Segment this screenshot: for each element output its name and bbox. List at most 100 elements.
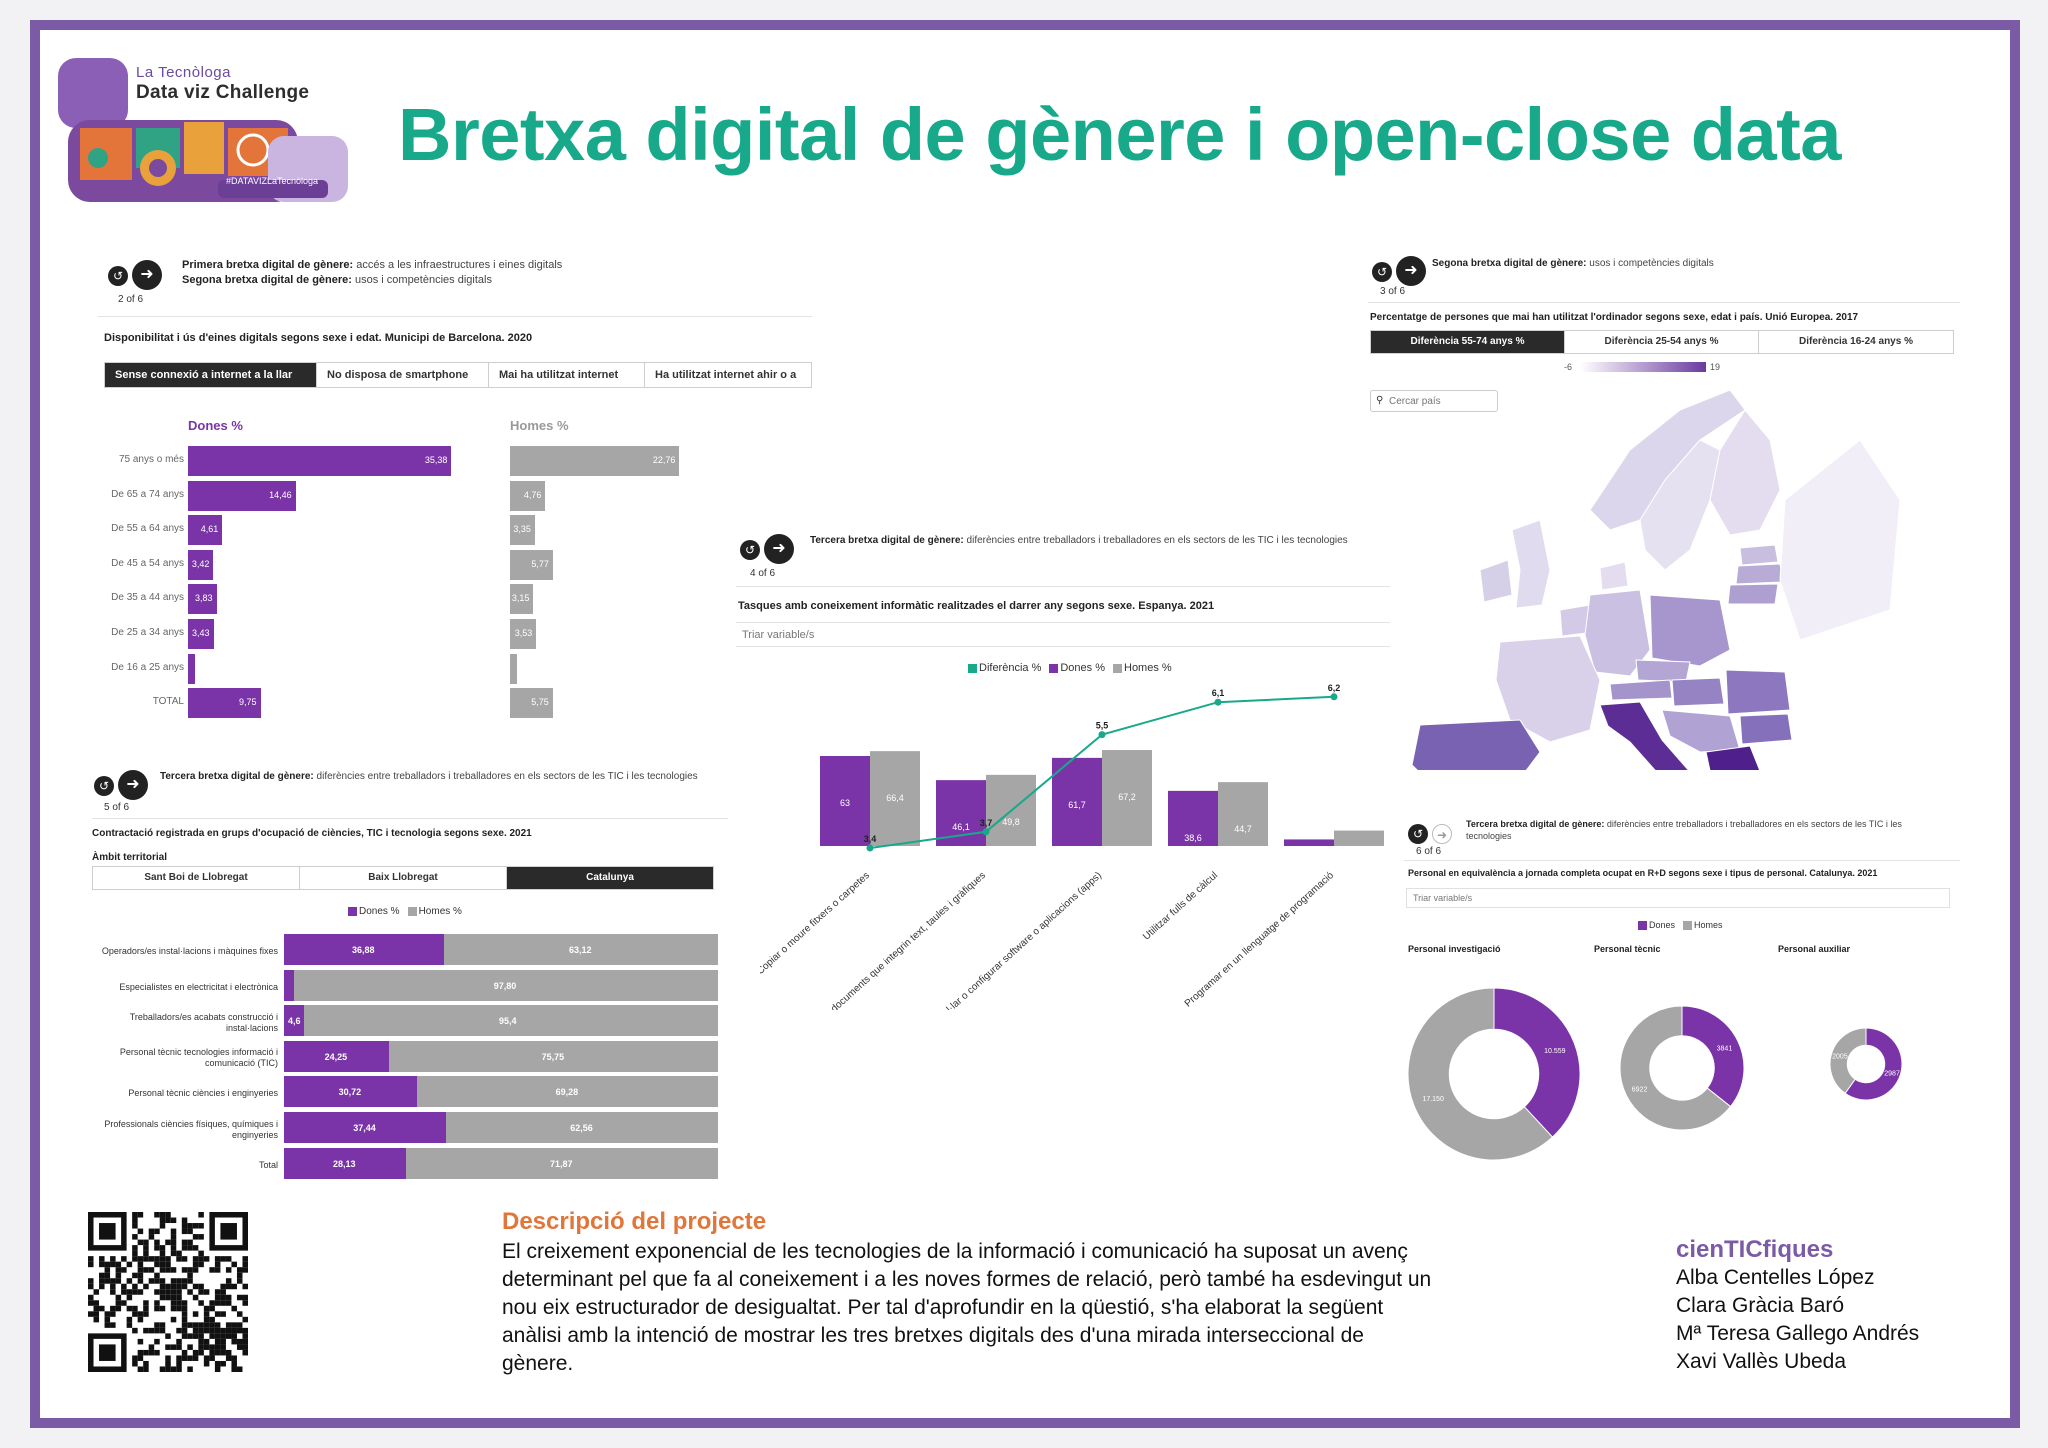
- panel5-nav: ↺ ➜: [1408, 824, 1452, 844]
- men-stack-bar: 63,12: [444, 934, 718, 965]
- next-arrow-icon[interactable]: ➜: [118, 770, 148, 800]
- next-arrow-icon[interactable]: ➜: [1432, 824, 1452, 844]
- men-bar-value: 22,76: [652, 455, 676, 465]
- map-region-italy: [1599, 701, 1689, 770]
- women-bar: [1284, 839, 1334, 846]
- back-arrow-icon[interactable]: ↺: [740, 540, 760, 560]
- women-stack-value: 30,72: [338, 1087, 362, 1098]
- next-arrow-icon[interactable]: ➜: [1396, 256, 1426, 286]
- women-stack-bar: 30,72: [284, 1076, 418, 1108]
- occupation-label: Personal tècnic tecnologies informació i…: [119, 1047, 278, 1069]
- back-arrow-icon[interactable]: ↺: [108, 266, 128, 286]
- gap-text: diferències entre treballadors i treball…: [1466, 819, 1902, 841]
- team-member-1: Alba Centelles López: [1676, 1266, 1875, 1289]
- scale-max-label: 19: [1710, 362, 1721, 372]
- qr-code[interactable]: [88, 1212, 248, 1372]
- women-bar-value: 38,6: [1184, 833, 1202, 843]
- difference-value: 6,2: [1328, 683, 1341, 693]
- panel1-gap-description: Primera bretxa digital de gènere: accés …: [182, 258, 562, 288]
- difference-value: 3,7: [980, 818, 993, 828]
- donut-group-title: Personal auxiliar: [1778, 944, 1851, 954]
- men-bar-value: 66,4: [886, 793, 904, 803]
- tab-used-internet-yesterday[interactable]: Ha utilitzat internet ahir o a: [655, 369, 797, 381]
- tab-catalunya[interactable]: Catalunya: [507, 867, 713, 889]
- legend-women: Dones: [1638, 920, 1675, 931]
- panel5-pager: 6 of 6: [1416, 846, 1442, 857]
- tab-never-used-internet[interactable]: Mai ha utilitzat internet: [489, 363, 645, 387]
- poster-title: Bretxa digital de gènere i open-close da…: [398, 93, 1841, 176]
- map-region-ireland: [1479, 559, 1513, 603]
- gap-bold: Tercera bretxa digital de gènere:: [810, 535, 964, 546]
- legend-men: Homes %: [1113, 662, 1172, 674]
- map-region-bulgaria: [1739, 713, 1793, 745]
- panel4-nav: ↺ ➜: [94, 770, 148, 800]
- women-bar-value: 3,43: [192, 628, 210, 638]
- tab-diff-25-54[interactable]: Diferència 25-54 anys %: [1565, 331, 1759, 353]
- back-arrow-icon[interactable]: ↺: [1408, 824, 1428, 844]
- logo-hashtag: #DATAVIZLaTecnòloga: [226, 176, 319, 186]
- logo-line-1: La Tecnòloga: [136, 64, 231, 81]
- men-stack-value: 62,56: [570, 1123, 593, 1133]
- women-bar: 3,43: [188, 619, 214, 649]
- women-bar-value: 46,1: [952, 822, 970, 832]
- map-region-denmark: [1599, 561, 1629, 591]
- europe-choropleth-map: [1411, 389, 1901, 770]
- challenge-logo: La Tecnòloga Data viz Challenge #DATAVIZ…: [58, 58, 358, 208]
- panel5-divider: [1404, 860, 1960, 861]
- panel2-nav: ↺ ➜: [1372, 256, 1426, 286]
- men-bar-value: 3,35: [513, 524, 531, 535]
- gap-bold: Tercera bretxa digital de gènere:: [1466, 819, 1605, 829]
- men-stack-value: 75,75: [541, 1051, 565, 1062]
- women-bar-value: 63: [840, 798, 850, 808]
- women-stack-value: 28,13: [333, 1158, 356, 1169]
- tab-diff-16-24[interactable]: Diferència 16-24 anys %: [1799, 336, 1913, 347]
- legend-men: Homes: [1683, 920, 1723, 931]
- women-bar: 3,83: [188, 584, 217, 615]
- back-arrow-icon[interactable]: ↺: [1372, 262, 1392, 282]
- panel3-divider-2: [736, 622, 1390, 623]
- women-bar: [1052, 757, 1102, 846]
- tab-no-smartphone[interactable]: No disposa de smartphone: [317, 363, 489, 387]
- women-stack-value: 37,44: [353, 1123, 376, 1133]
- tab-diff-55-74[interactable]: Diferència 55-74 anys %: [1371, 331, 1565, 353]
- map-region-finland: [1709, 409, 1781, 536]
- men-stack-value: 63,12: [569, 945, 592, 955]
- men-stack-value: 95,4: [498, 1016, 517, 1027]
- women-stack-value: 36,88: [352, 945, 375, 955]
- women-bar-value: 3,42: [191, 558, 210, 569]
- panel3-variable-select[interactable]: Triar variable/s: [736, 624, 1390, 647]
- panel1-chart-title: Disponibilitat i ús d'eines digitals seg…: [104, 332, 533, 344]
- panel5-variable-select[interactable]: Triar variable/s: [1406, 888, 1950, 908]
- difference-point: [982, 828, 990, 836]
- men-stack-bar: 95,4: [303, 1005, 718, 1037]
- territorial-scope-label: Àmbit territorial: [92, 852, 168, 863]
- panel2-tabs: Diferència 55-74 anys % Diferència 25-54…: [1370, 330, 1954, 354]
- project-description-text: El creixement exponencial de les tecnolo…: [502, 1240, 1432, 1375]
- women-bar-value: 14,46: [269, 489, 292, 500]
- men-bar-value: 3,53: [514, 628, 533, 638]
- next-arrow-icon[interactable]: ➜: [132, 260, 162, 290]
- country-search-field[interactable]: ⚲: [1370, 390, 1498, 412]
- donut-group-title: Personal investigació: [1408, 944, 1501, 954]
- back-arrow-icon[interactable]: ↺: [94, 776, 114, 796]
- map-region-spain: [1411, 719, 1541, 770]
- panel5-chart-title: Personal en equivalència a jornada compl…: [1408, 868, 1878, 878]
- country-search-input[interactable]: [1389, 393, 1493, 409]
- age-category-label: De 65 a 74 anys: [111, 488, 184, 500]
- project-description-title: Descripció del projecte: [502, 1208, 767, 1235]
- gap-text: diferències entre treballadors i treball…: [963, 535, 1348, 546]
- tab-sant-boi[interactable]: Sant Boi de Llobregat: [93, 867, 300, 889]
- panel4-divider: [92, 818, 728, 819]
- gap1-bold: Primera bretxa digital de gènere:: [182, 259, 354, 271]
- occupation-label: Professionals ciències físiques, químiqu…: [104, 1118, 278, 1140]
- women-bar: [188, 653, 195, 684]
- men-stack-value: 71,87: [550, 1158, 573, 1169]
- next-arrow-icon[interactable]: ➜: [764, 534, 794, 564]
- team-member-2: Clara Gràcia Baró: [1676, 1294, 1845, 1317]
- men-bar: 3,53: [510, 619, 537, 649]
- map-region-balkans: [1661, 709, 1741, 753]
- tab-no-internet-home[interactable]: Sense connexió a internet a la llar: [105, 363, 317, 387]
- women-stack-bar: 28,13: [284, 1147, 407, 1179]
- tab-baix-llobregat[interactable]: Baix Llobregat: [300, 867, 507, 889]
- men-stack-value: 69,28: [555, 1087, 579, 1098]
